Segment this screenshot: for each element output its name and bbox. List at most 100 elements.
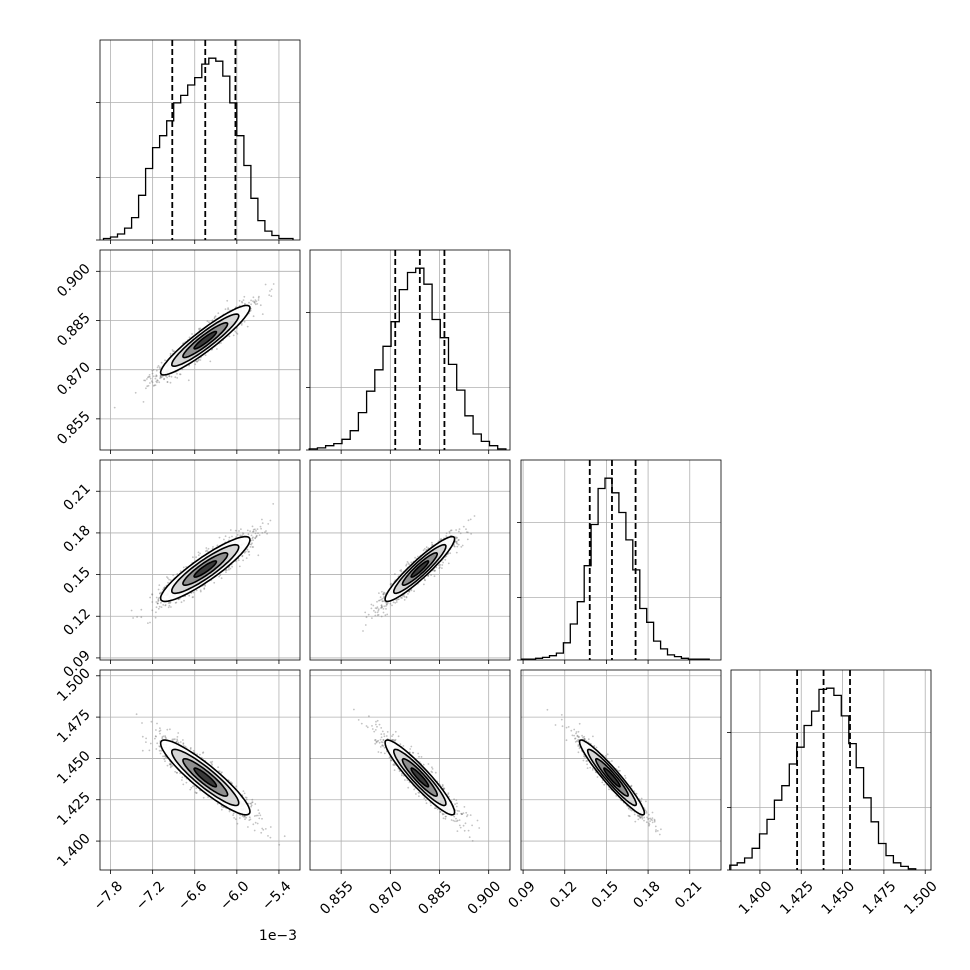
sample-point [372,604,375,607]
sample-point [469,518,472,521]
sample-point [195,589,198,592]
sample-point [197,359,200,362]
sample-point [176,771,178,774]
sample-point [199,590,202,593]
sample-point [185,781,188,784]
sample-point [204,585,207,587]
sample-point [244,815,246,818]
sample-point [458,530,460,533]
sample-point [394,573,396,575]
sample-point [246,529,249,532]
sample-point [147,375,150,378]
sample-point [441,564,444,566]
sample-point [457,543,460,546]
sample-point [233,817,236,819]
sample-point [427,547,430,550]
sample-point [254,532,257,535]
sample-point [227,307,230,309]
sample-point [379,596,382,598]
sample-point [168,604,171,607]
sample-point [259,525,262,528]
sample-point [249,309,252,312]
sample-point [159,374,162,377]
sample-point [176,739,179,742]
sample-point [408,563,411,566]
sample-point [240,324,243,326]
sample-point [232,812,235,815]
sample-point [450,529,453,532]
sample-point [216,348,218,350]
sample-point [157,599,160,602]
sample-point [238,565,241,568]
sample-point [224,535,227,538]
sample-point [113,406,116,409]
sample-point [188,594,191,597]
sample-point [438,567,441,570]
sample-point [459,532,462,535]
sample-point [255,300,258,303]
sample-point [149,377,152,380]
sample-point [465,531,468,533]
sample-point [227,308,230,311]
sample-point [132,617,135,619]
sample-point [160,591,163,594]
sample-point [251,546,254,548]
sample-point [156,602,159,605]
sample-point [249,546,252,548]
sample-point [424,579,426,582]
sample-point [403,595,406,598]
sample-point [254,537,257,539]
sample-point [433,570,436,572]
sample-point [156,722,158,725]
sample-point [191,333,193,335]
sample-point [258,295,260,298]
sample-point [458,539,460,541]
sample-point [197,358,200,361]
sample-point [182,743,185,745]
sample-point [156,602,159,605]
sample-point [147,622,149,624]
sample-point [255,530,257,532]
sample-point [392,601,395,604]
sample-point [160,376,163,379]
sample-point [135,713,138,716]
sample-point [265,530,267,532]
sample-point [238,299,241,302]
sample-point [383,597,385,599]
sample-point [134,391,137,394]
sample-point [272,503,275,505]
sample-point [470,533,472,535]
sample-point [231,782,233,784]
sample-point [269,519,272,522]
sample-point [377,609,380,612]
sample-point [168,578,171,581]
sample-point [160,376,162,379]
sample-point [400,569,403,571]
sample-point [445,532,448,535]
sample-point [169,766,172,769]
sample-point [439,564,442,566]
sample-point [228,335,231,338]
sample-point [254,302,256,304]
sample-point [385,603,388,606]
sample-point [251,801,254,804]
sample-point [252,530,255,533]
sample-point [455,529,457,531]
sample-point [174,602,177,604]
sample-point [395,601,398,603]
sample-point [238,530,240,532]
sample-point [229,529,232,531]
sample-point [362,630,364,632]
sample-point [214,315,217,318]
sample-point [241,555,244,558]
sample-point [375,607,378,610]
sample-point [382,600,384,602]
sample-point [465,528,467,531]
axes-frame [99,249,301,451]
sample-point [164,359,166,362]
sample-point [439,566,441,569]
sample-point [261,532,264,534]
sample-point [234,330,237,333]
sample-point [130,609,133,612]
sample-point [453,545,455,547]
